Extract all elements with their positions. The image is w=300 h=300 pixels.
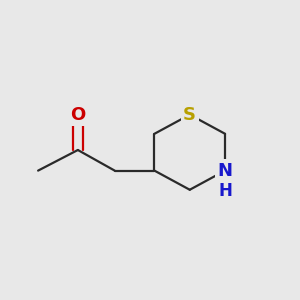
Text: O: O [70,106,85,124]
Text: N: N [218,162,232,180]
Text: S: S [183,106,196,124]
Text: H: H [218,182,232,200]
